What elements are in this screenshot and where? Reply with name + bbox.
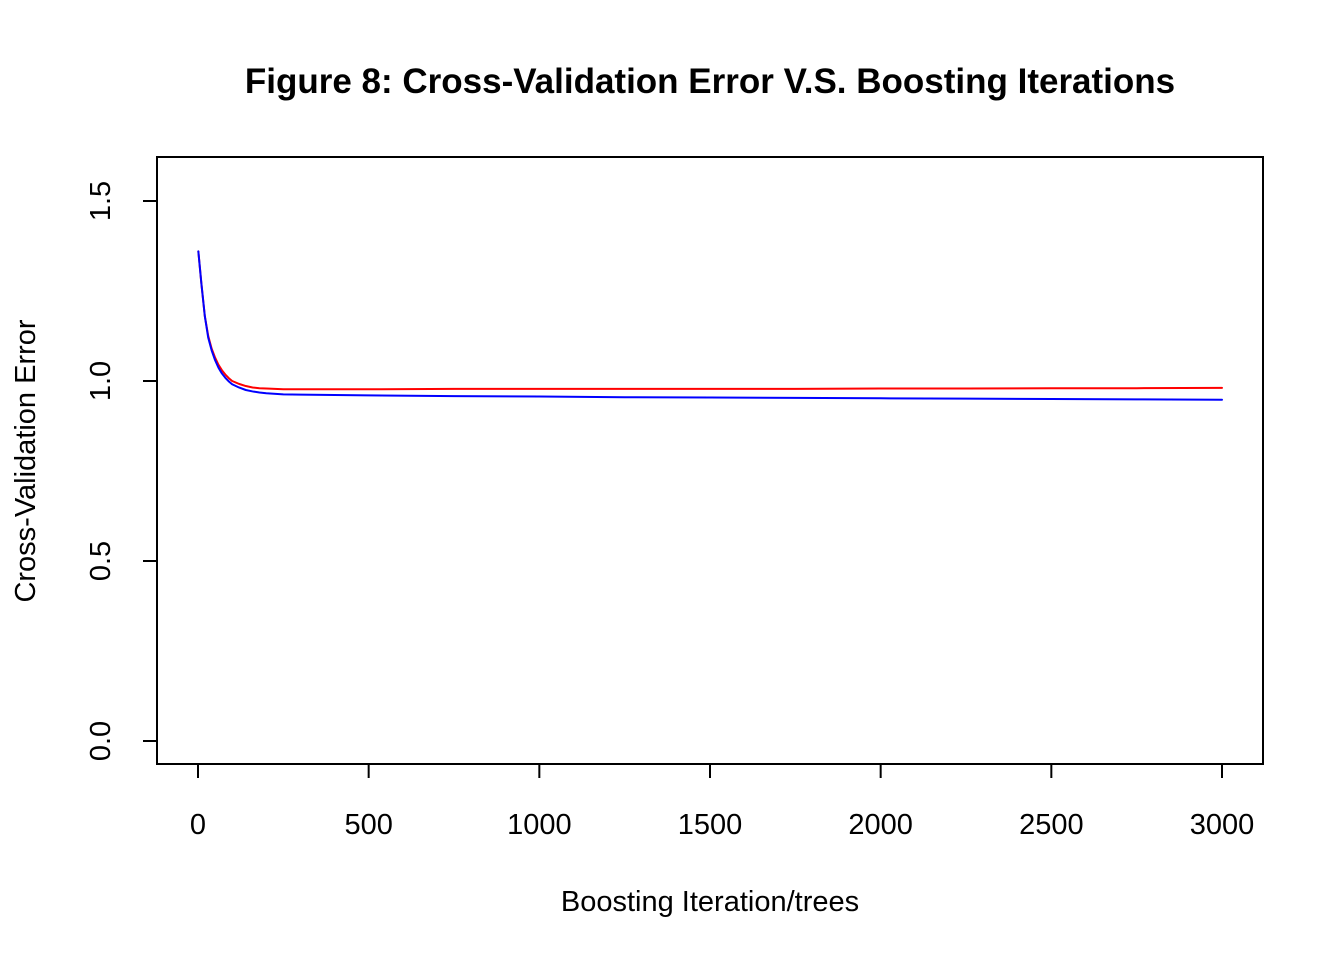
x-tick-label: 1000 xyxy=(507,809,572,841)
plot-lines xyxy=(197,250,1223,401)
series-line-2 xyxy=(197,250,1223,401)
y-tick-label: 0.0 xyxy=(85,721,117,761)
y-tick-label: 0.5 xyxy=(85,541,117,581)
chart-title: Figure 8: Cross-Validation Error V.S. Bo… xyxy=(245,62,1175,101)
x-tick-label: 500 xyxy=(344,809,392,841)
y-tick-label: 1.5 xyxy=(85,181,117,221)
x-axis-label: Boosting Iteration/trees xyxy=(561,886,859,918)
x-tick-label: 3000 xyxy=(1190,809,1255,841)
x-tick-label: 0 xyxy=(190,809,206,841)
x-tick-label: 2000 xyxy=(848,809,913,841)
x-axis: 0 500 1000 1500 2000 2500 3000 xyxy=(190,763,1255,841)
x-tick-label: 2500 xyxy=(1019,809,1084,841)
x-tick-label: 1500 xyxy=(678,809,743,841)
y-tick-label: 1.0 xyxy=(85,361,117,401)
y-axis-label: Cross-Validation Error xyxy=(10,319,42,602)
y-axis: 0.0 0.5 1.0 1.5 xyxy=(85,181,158,761)
